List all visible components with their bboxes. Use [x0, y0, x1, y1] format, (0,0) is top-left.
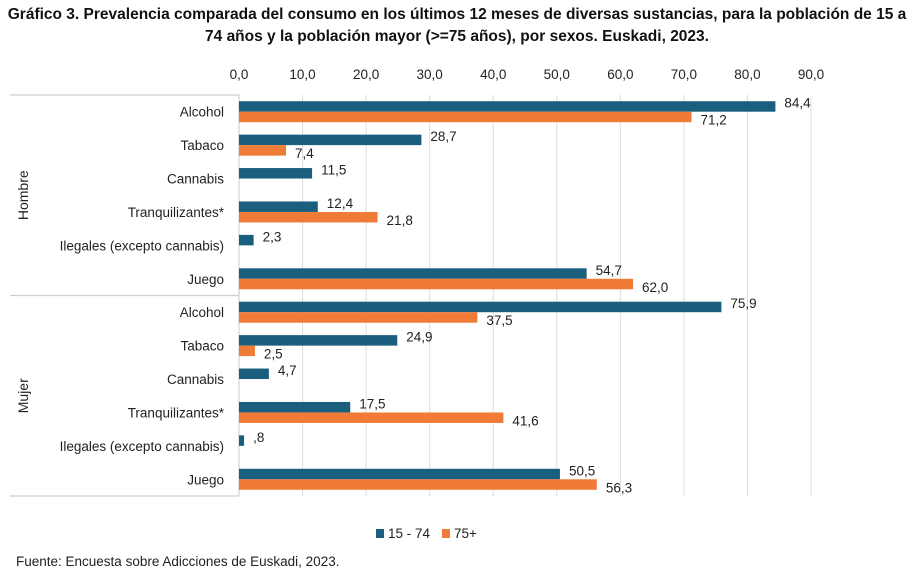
category-label: Tabaco — [180, 138, 224, 153]
data-label: 56,3 — [606, 480, 632, 495]
data-label: 4,7 — [278, 363, 297, 378]
category-label: Tabaco — [180, 339, 224, 354]
legend-swatch — [442, 529, 450, 538]
bar — [239, 468, 560, 480]
data-label: 28,7 — [430, 129, 456, 144]
data-label: ,8 — [253, 430, 264, 445]
x-tick-label: 60,0 — [607, 67, 633, 82]
source-note: Fuente: Encuesta sobre Adicciones de Eus… — [16, 554, 340, 569]
bar — [239, 211, 378, 223]
bar — [239, 401, 351, 413]
data-label: 50,5 — [569, 463, 595, 478]
data-label: 54,7 — [596, 263, 622, 278]
legend-label: 15 - 74 — [388, 526, 431, 541]
category-label: Alcohol — [180, 105, 224, 120]
bar — [239, 101, 776, 112]
category-label: Juego — [187, 272, 224, 287]
bar — [239, 345, 255, 357]
category-label: Tranquilizantes* — [128, 405, 225, 420]
data-label: 7,4 — [295, 146, 314, 161]
bar — [239, 312, 478, 323]
data-label: 37,5 — [486, 313, 512, 328]
bar — [239, 234, 254, 246]
category-label: Alcohol — [180, 305, 224, 320]
data-label: 41,6 — [512, 413, 538, 428]
bar — [239, 412, 504, 423]
chart-title: Gráfico 3. Prevalencia comparada del con… — [7, 6, 907, 45]
category-label: Juego — [187, 472, 224, 487]
bar — [239, 168, 313, 179]
data-label: 11,5 — [321, 163, 346, 178]
data-label: 84,4 — [784, 96, 811, 111]
category-label: Ilegales (excepto cannabis) — [60, 439, 224, 454]
bar — [239, 335, 398, 346]
data-label: 12,4 — [327, 196, 354, 211]
x-tick-label: 0,0 — [230, 67, 249, 82]
data-label: 2,5 — [264, 347, 283, 362]
data-label: 17,5 — [359, 396, 385, 411]
bar — [239, 145, 287, 156]
data-label: 2,3 — [263, 229, 282, 244]
bar — [239, 111, 692, 123]
group-label: Hombre — [15, 170, 31, 220]
data-label: 62,0 — [642, 280, 668, 295]
bar — [239, 134, 422, 146]
x-tick-label: 70,0 — [671, 67, 697, 82]
group-label: Mujer — [15, 378, 31, 413]
bar — [239, 268, 587, 279]
data-label: 71,2 — [701, 113, 727, 128]
category-label: Tranquilizantes* — [128, 205, 225, 220]
x-tick-label: 10,0 — [289, 67, 315, 82]
category-label: Cannabis — [167, 372, 224, 387]
category-label: Ilegales (excepto cannabis) — [60, 238, 224, 253]
bar — [239, 368, 269, 380]
x-tick-label: 90,0 — [798, 67, 824, 82]
x-tick-label: 50,0 — [544, 67, 570, 82]
x-tick-label: 40,0 — [480, 67, 506, 82]
data-label: 21,8 — [387, 213, 413, 228]
bar — [239, 479, 597, 490]
x-tick-label: 30,0 — [417, 67, 443, 82]
bar — [239, 201, 318, 212]
data-label: 24,9 — [406, 330, 432, 345]
data-label: 75,9 — [730, 296, 756, 311]
x-tick-label: 80,0 — [734, 67, 760, 82]
category-label: Cannabis — [167, 172, 224, 187]
legend-swatch — [376, 529, 384, 538]
legend-label: 75+ — [454, 526, 477, 541]
x-tick-label: 20,0 — [353, 67, 379, 82]
bar — [239, 435, 245, 446]
bar — [239, 278, 634, 290]
bar — [239, 301, 722, 313]
